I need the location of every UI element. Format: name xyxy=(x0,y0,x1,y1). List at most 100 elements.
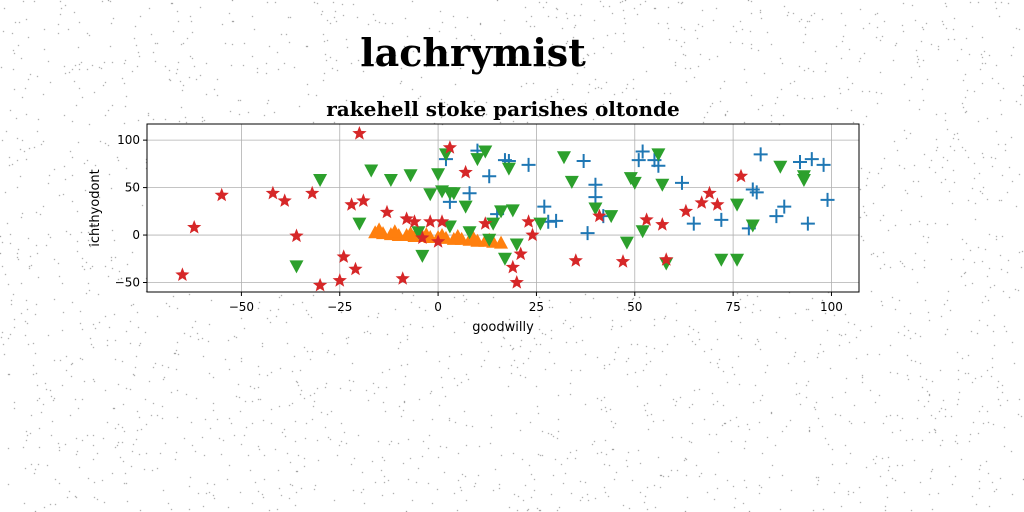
data-point-star xyxy=(423,214,438,228)
data-point-plus xyxy=(462,186,477,201)
data-point-star xyxy=(356,193,371,207)
data-point-star xyxy=(289,228,304,243)
plot-area-frame xyxy=(146,123,860,293)
data-point-triangle-down xyxy=(635,225,650,239)
data-point-triangle-down xyxy=(494,205,509,219)
data-point-star xyxy=(521,214,536,228)
data-point-triangle-down xyxy=(745,219,760,233)
data-point-triangle-down xyxy=(505,204,520,218)
data-point-star xyxy=(505,259,520,274)
data-point-triangle-down xyxy=(435,185,450,199)
data-point-star xyxy=(509,275,524,289)
data-point-triangle-up xyxy=(372,222,387,236)
data-point-star xyxy=(415,230,430,244)
data-point-triangle-down xyxy=(470,153,485,167)
data-point-star xyxy=(332,273,347,287)
data-point-triangle-down xyxy=(462,226,477,240)
data-point-star xyxy=(442,140,457,154)
data-point-triangle-down xyxy=(352,217,367,231)
data-point-triangle-down xyxy=(509,238,524,252)
data-point-triangle-down xyxy=(796,170,811,184)
data-point-triangle-down xyxy=(730,253,745,267)
data-point-plus xyxy=(588,177,603,192)
data-point-star xyxy=(379,204,395,219)
x-tick-label: −25 xyxy=(327,300,352,314)
data-point-triangle-down xyxy=(501,162,516,176)
data-point-triangle-up xyxy=(494,235,509,249)
y-tick-label: −50 xyxy=(115,276,140,290)
data-point-star xyxy=(655,217,670,231)
data-point-triangle-down xyxy=(714,253,729,267)
data-point-star xyxy=(352,126,367,140)
data-points xyxy=(175,126,835,292)
data-point-star xyxy=(525,227,540,242)
data-point-plus xyxy=(580,226,595,241)
x-tick-label: 25 xyxy=(529,300,544,314)
data-point-plus xyxy=(674,175,689,190)
data-point-triangle-up xyxy=(387,224,402,238)
data-point-triangle-down xyxy=(289,260,304,274)
figure-suptitle: lachrymist xyxy=(360,30,586,75)
data-point-triangle-down xyxy=(482,233,497,247)
data-point-star xyxy=(694,195,709,209)
data-point-star xyxy=(434,214,450,228)
x-tick-label: −50 xyxy=(229,300,254,314)
data-point-triangle-down xyxy=(486,217,501,231)
data-point-star xyxy=(639,212,654,226)
data-point-plus xyxy=(792,154,807,169)
data-point-triangle-down xyxy=(588,202,603,216)
data-point-plus xyxy=(549,213,564,228)
data-point-triangle-up xyxy=(403,226,418,240)
data-point-star xyxy=(659,252,674,266)
data-point-star xyxy=(513,246,528,261)
data-point-triangle-down xyxy=(313,174,328,187)
data-point-triangle-down xyxy=(773,160,788,174)
data-point-plus xyxy=(777,199,792,214)
data-point-star xyxy=(615,254,631,268)
data-point-plus xyxy=(521,157,536,172)
y-tick-label: 0 xyxy=(132,228,140,242)
data-point-star xyxy=(733,168,749,183)
axis-ticks: −50 −25 0 25 50 75 100 −50 0 50 100 xyxy=(115,133,843,314)
data-point-triangle-down xyxy=(423,188,438,202)
data-point-star xyxy=(678,203,694,218)
data-point-plus xyxy=(482,169,497,184)
data-point-triangle-down xyxy=(403,169,418,183)
data-point-plus xyxy=(686,216,701,231)
data-point-triangle-up xyxy=(450,229,465,242)
data-point-plus xyxy=(753,147,768,162)
data-point-star xyxy=(348,261,363,276)
y-tick-label: 100 xyxy=(117,133,140,147)
x-tick-label: 0 xyxy=(434,300,442,314)
data-point-plus xyxy=(816,157,831,172)
data-point-star xyxy=(187,220,202,234)
x-axis-label: goodwilly xyxy=(472,320,534,335)
data-point-triangle-down xyxy=(730,198,745,212)
data-point-triangle-down xyxy=(431,168,446,182)
data-point-triangle-down xyxy=(604,210,619,224)
data-point-star xyxy=(399,211,414,225)
data-point-star xyxy=(277,193,292,207)
data-point-plus xyxy=(537,199,552,214)
data-point-star xyxy=(344,197,359,211)
data-point-plus xyxy=(635,144,650,159)
data-point-plus xyxy=(714,212,729,227)
data-point-triangle-down xyxy=(659,257,674,271)
x-tick-label: 75 xyxy=(725,300,740,314)
data-point-triangle-down xyxy=(458,200,473,214)
data-point-star xyxy=(431,234,446,248)
data-point-triangle-down xyxy=(415,249,430,263)
data-point-triangle-down xyxy=(438,148,453,162)
data-point-triangle-down xyxy=(564,175,579,189)
data-point-star xyxy=(312,277,328,292)
data-point-plus xyxy=(588,190,603,205)
x-tick-label: 50 xyxy=(627,300,642,314)
data-point-star xyxy=(458,164,473,179)
data-point-star xyxy=(336,249,351,263)
data-point-triangle-down xyxy=(411,226,426,240)
data-point-plus xyxy=(804,152,819,167)
data-point-triangle-down xyxy=(383,174,398,187)
data-point-star xyxy=(702,185,717,200)
